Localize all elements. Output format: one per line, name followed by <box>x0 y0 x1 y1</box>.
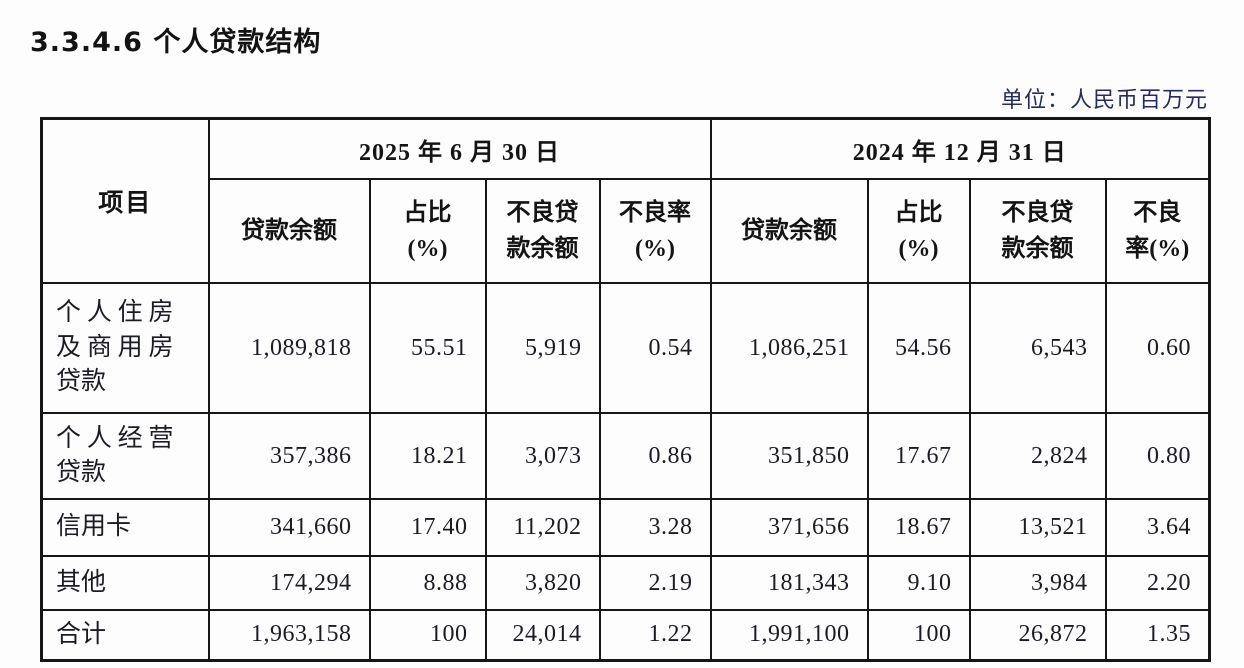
table-row-other: 其他 174,294 8.88 3,820 2.19 181,343 9.10 … <box>40 555 1211 611</box>
table-cell: 13,521 <box>968 498 1107 557</box>
table-cell: 55.51 <box>368 282 487 414</box>
table-cell: 0.86 <box>598 412 712 500</box>
table-cell: 2.20 <box>1104 555 1211 611</box>
table-cell: 17.67 <box>866 412 971 500</box>
column-header-npl-ratio-2024: 不良 率(%) <box>1104 178 1211 284</box>
column-header-npl-balance-2025: 不良贷 款余额 <box>484 178 601 284</box>
table-cell: 18.67 <box>866 498 971 557</box>
column-header-npl-balance-2024: 不良贷 款余额 <box>968 178 1107 284</box>
column-header-share-2024: 占比 (%) <box>866 178 971 284</box>
table-cell: 3,984 <box>968 555 1107 611</box>
table-cell: 0.60 <box>1104 282 1211 414</box>
column-header-npl-ratio-2025: 不良率 (%) <box>598 178 712 284</box>
page-title: 3.3.4.6 个人贷款结构 <box>30 27 322 58</box>
column-header-share-2025: 占比 (%) <box>368 178 487 284</box>
row-label: 个人住房及商用房贷款 <box>40 282 210 414</box>
table-cell: 1,089,818 <box>207 282 371 414</box>
table-cell: 1,991,100 <box>709 609 869 661</box>
column-group-2025: 2025 年 6 月 30 日 <box>207 117 712 180</box>
table-cell: 357,386 <box>207 412 371 500</box>
personal-loan-structure-table: 项目 2025 年 6 月 30 日 2024 年 12 月 31 日 贷款余额… <box>40 117 1211 662</box>
table-cell: 9.10 <box>866 555 971 611</box>
table-cell: 17.40 <box>368 498 487 557</box>
unit-note: 单位：人民币百万元 <box>1000 87 1208 112</box>
table-cell: 181,343 <box>709 555 869 611</box>
table-header-subcolumn-row: 贷款余额 占比 (%) 不良贷 款余额 不良率 (%) 贷款余额 占比 (%) … <box>42 178 1211 284</box>
table-cell: 2,824 <box>968 412 1107 500</box>
table-cell: 341,660 <box>207 498 371 557</box>
table-cell: 0.80 <box>1104 412 1211 500</box>
table-row-business-loans: 个人经营贷款 357,386 18.21 3,073 0.86 351,850 … <box>40 412 1211 500</box>
table-cell: 3.64 <box>1104 498 1211 557</box>
row-label: 其他 <box>40 555 210 611</box>
table-cell: 351,850 <box>709 412 869 500</box>
table-cell: 1,963,158 <box>207 609 371 661</box>
table-cell: 24,014 <box>484 609 601 661</box>
table-cell: 0.54 <box>598 282 712 414</box>
table-cell: 100 <box>866 609 971 661</box>
table-cell: 5,919 <box>484 282 601 414</box>
table-header-date-row: 项目 2025 年 6 月 30 日 2024 年 12 月 31 日 <box>40 117 1211 284</box>
table-cell: 174,294 <box>207 555 371 611</box>
row-label: 合计 <box>40 609 210 661</box>
table-row-total: 合计 1,963,158 100 24,014 1.22 1,991,100 1… <box>40 609 1211 661</box>
table-cell: 3.28 <box>598 498 712 557</box>
table-cell: 1.35 <box>1104 609 1211 661</box>
table-cell: 3,073 <box>484 412 601 500</box>
row-label: 个人经营贷款 <box>40 412 210 500</box>
table-cell: 26,872 <box>968 609 1107 661</box>
table-cell: 1,086,251 <box>709 282 869 414</box>
table-cell: 1.22 <box>598 609 712 661</box>
table-cell: 11,202 <box>484 498 601 557</box>
table-row-housing-loans: 个人住房及商用房贷款 1,089,818 55.51 5,919 0.54 1,… <box>40 282 1211 414</box>
table-cell: 54.56 <box>866 282 971 414</box>
column-header-item: 项目 <box>40 117 210 284</box>
table-cell: 6,543 <box>968 282 1107 414</box>
table-cell: 100 <box>368 609 487 661</box>
table-cell: 2.19 <box>598 555 712 611</box>
column-header-loan-balance-2025: 贷款余额 <box>207 178 371 284</box>
column-group-2024: 2024 年 12 月 31 日 <box>709 117 1211 180</box>
table-cell: 18.21 <box>368 412 487 500</box>
table-row-credit-card: 信用卡 341,660 17.40 11,202 3.28 371,656 18… <box>40 498 1211 557</box>
table-cell: 3,820 <box>484 555 601 611</box>
column-header-loan-balance-2024: 贷款余额 <box>709 178 869 284</box>
row-label: 信用卡 <box>40 498 210 557</box>
table-cell: 371,656 <box>709 498 869 557</box>
table-cell: 8.88 <box>368 555 487 611</box>
